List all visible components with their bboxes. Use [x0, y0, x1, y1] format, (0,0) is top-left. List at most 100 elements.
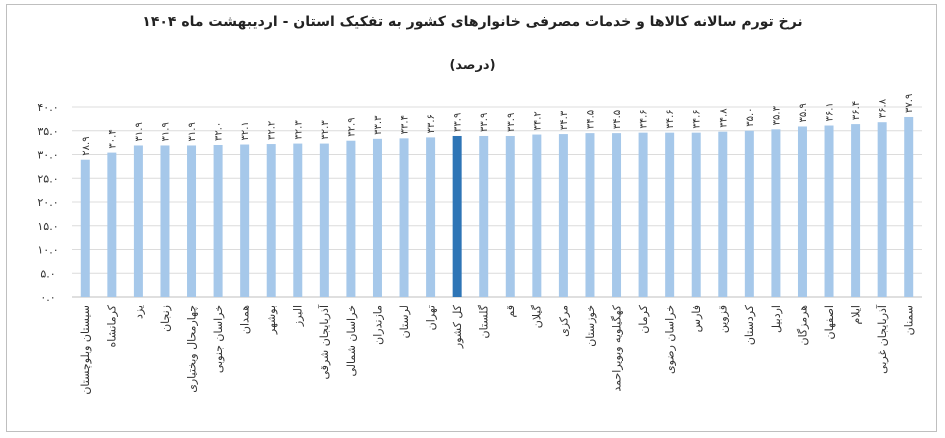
bar: [160, 145, 170, 297]
x-category-label: زنجان: [159, 305, 172, 332]
bar-value-label: ۳۱.۹: [134, 122, 145, 141]
bar: [585, 133, 595, 297]
bar: [293, 143, 303, 297]
bar: [824, 125, 834, 298]
bar-value-label: ۳۴.۶: [665, 109, 676, 128]
x-category-label: لرستان: [398, 305, 411, 338]
y-tick-label: ۱۰.۰: [37, 244, 58, 257]
y-tick-label: ۰.۰: [40, 291, 55, 304]
bar: [877, 122, 887, 297]
bar: [399, 138, 409, 297]
bar-value-label: ۳۴.۸: [718, 108, 729, 128]
bar-value-label: ۳۷.۹: [904, 94, 915, 113]
bar: [638, 132, 648, 297]
bar: [851, 124, 861, 297]
x-category-label: سمنان: [903, 305, 916, 335]
x-category-label: کرمانشاه: [106, 304, 119, 347]
x-category-label: بوشهر: [265, 305, 278, 335]
bar-value-label: ۳۱.۹: [160, 122, 171, 141]
bar-value-label: ۳۴.۳: [559, 110, 570, 130]
bar: [505, 135, 515, 297]
bar-value-label: ۳۶.۸: [878, 98, 889, 118]
bar-value-label: ۳۲.۳: [293, 120, 304, 140]
bar-value-label: ۳۵.۳: [771, 105, 782, 125]
bar-value-label: ۳۴.۲: [532, 111, 543, 130]
x-category-label: مازندران: [371, 305, 384, 345]
bar-value-label: ۳۵.۹: [798, 103, 809, 122]
bar: [479, 135, 489, 297]
bar: [213, 145, 223, 297]
y-tick-label: ۳۵.۰: [37, 125, 58, 138]
bar-value-label: ۳۳.۹: [479, 113, 490, 132]
bar: [372, 138, 382, 297]
bar-value-label: ۳۶.۱: [825, 102, 836, 121]
bar: [187, 145, 197, 297]
x-category-label: همدان: [239, 305, 252, 334]
bar: [133, 145, 143, 297]
y-tick-label: ۳۰.۰: [37, 149, 58, 162]
bar-value-label: ۳۵.۰: [745, 107, 756, 126]
bar-value-label: ۳۳.۴: [400, 115, 411, 134]
x-category-label: خراسان رضوی: [664, 305, 677, 374]
bar: [691, 132, 701, 297]
bar: [718, 131, 728, 297]
bar-value-label: ۳۳.۹: [506, 113, 517, 132]
bar-value-label: ۳۲.۲: [267, 121, 278, 140]
x-category-label: کهگیلویه وبویراحمد: [610, 304, 623, 391]
bar: [797, 126, 807, 297]
bar: [319, 143, 329, 297]
bar: [904, 116, 914, 297]
chart-subtitle: (درصد): [449, 58, 496, 73]
x-category-label: قم: [504, 305, 517, 318]
x-category-label: البرز: [292, 305, 305, 327]
bar: [80, 159, 90, 297]
bar-value-label: ۳۴.۵: [612, 110, 623, 129]
bar: [612, 133, 622, 297]
bar-value-label: ۳۳.۹: [453, 113, 464, 132]
x-category-label: ایلام: [849, 305, 862, 325]
x-category-label: چهارمحال وبختیاری: [185, 305, 198, 393]
bar-value-label: ۲۸.۹: [81, 136, 92, 155]
bar-value-label: ۳۴.۶: [692, 109, 703, 128]
bar: [266, 144, 276, 297]
x-category-label: هرمزگان: [796, 305, 809, 346]
x-category-label: فارس: [690, 305, 703, 332]
bar: [558, 134, 568, 297]
bar-value-label: ۳۲.۹: [346, 117, 357, 136]
bar: [426, 137, 436, 297]
y-tick-label: ۱۵.۰: [37, 220, 58, 233]
bar: [452, 135, 462, 297]
y-tick-label: ۲۰.۰: [37, 196, 58, 209]
x-category-label: اصفهان: [823, 305, 836, 339]
y-tick-label: ۲۵.۰: [37, 172, 58, 185]
bar-value-label: ۳۲.۳: [320, 120, 331, 140]
bar-value-label: ۳۴.۶: [639, 109, 650, 128]
bar: [532, 134, 542, 297]
x-category-label: خراسان شمالی: [345, 305, 358, 377]
bar-value-label: ۳۳.۳: [373, 115, 384, 135]
bar-value-label: ۳۶.۴: [851, 101, 862, 120]
x-category-label: اردبیل: [770, 305, 783, 333]
x-category-label: کردستان: [743, 304, 756, 345]
y-tick-label: ۴۰.۰: [37, 101, 58, 114]
bar-value-label: ۳۴.۵: [585, 110, 596, 129]
bar-value-label: ۳۱.۹: [187, 122, 198, 141]
x-category-label: سیستان وبلوچستان: [79, 305, 92, 395]
x-category-label: کرمان: [637, 304, 650, 333]
x-category-label: کل کشور: [451, 304, 464, 349]
x-category-label: گلستان: [478, 304, 491, 338]
bar-value-label: ۳۳.۶: [426, 114, 437, 133]
bar: [240, 144, 250, 297]
x-category-label: آذربایجان غربی: [875, 304, 889, 374]
bar: [107, 152, 117, 297]
x-category-label: خراسان جنوبی: [212, 305, 225, 373]
bar: [744, 130, 754, 297]
x-category-label: آذربایجان شرقی: [317, 304, 331, 379]
bar-value-label: ۳۰.۴: [107, 129, 118, 148]
x-category-label: خوزستان: [584, 305, 597, 347]
bar-value-label: ۳۲.۰: [214, 122, 225, 141]
y-tick-label: ۵.۰: [40, 267, 55, 280]
bar-value-label: ۳۲.۱: [240, 121, 251, 140]
x-category-label: تهران: [424, 305, 437, 330]
